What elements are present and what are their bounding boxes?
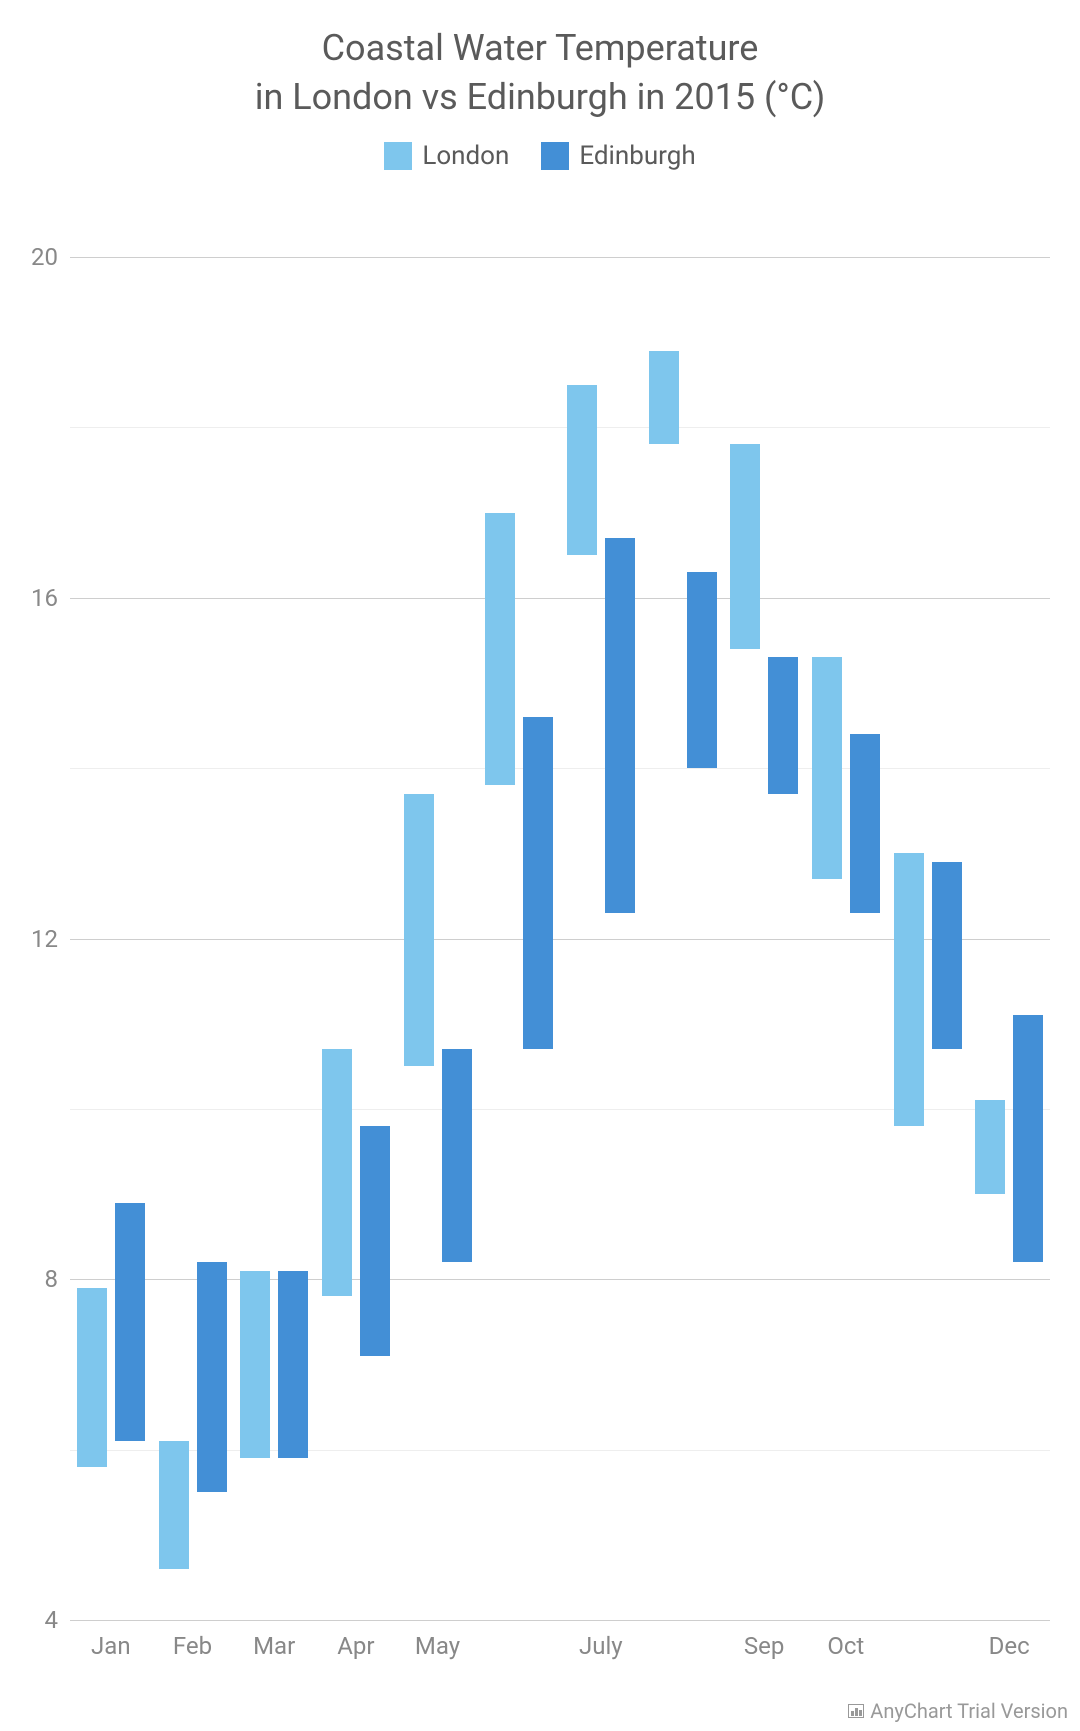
y-tick-label: 4 <box>45 1606 71 1634</box>
legend-label-london: London <box>422 141 509 171</box>
y-tick-label: 20 <box>31 243 70 271</box>
x-tick-label: Mar <box>253 1632 295 1660</box>
range-bar[interactable] <box>197 1262 227 1492</box>
chart-container: Coastal Water Temperature in London vs E… <box>0 0 1080 1731</box>
range-bar[interactable] <box>159 1441 189 1569</box>
gridline-major: 20 <box>70 257 1050 258</box>
chart-title: Coastal Water Temperature in London vs E… <box>0 0 1080 121</box>
x-tick-label: July <box>579 1632 623 1660</box>
y-tick-label: 12 <box>31 925 70 953</box>
gridline-minor <box>70 768 1050 769</box>
range-bar[interactable] <box>649 351 679 445</box>
x-tick-label: Oct <box>827 1632 864 1660</box>
range-bar[interactable] <box>115 1203 145 1442</box>
legend-swatch-london <box>384 142 412 170</box>
legend-item-edinburgh[interactable]: Edinburgh <box>541 141 695 171</box>
chart-icon <box>848 1704 864 1718</box>
range-bar[interactable] <box>812 657 842 878</box>
range-bar[interactable] <box>850 734 880 913</box>
legend-label-edinburgh: Edinburgh <box>579 141 695 171</box>
range-bar[interactable] <box>768 657 798 793</box>
legend-item-london[interactable]: London <box>384 141 509 171</box>
y-tick-label: 8 <box>45 1265 71 1293</box>
x-tick-label: Jan <box>91 1632 131 1660</box>
range-bar[interactable] <box>567 385 597 555</box>
gridline-major: 16 <box>70 598 1050 599</box>
legend-swatch-edinburgh <box>541 142 569 170</box>
range-bar[interactable] <box>278 1271 308 1458</box>
range-bar[interactable] <box>1013 1015 1043 1262</box>
range-bar[interactable] <box>975 1100 1005 1194</box>
range-bar[interactable] <box>322 1049 352 1296</box>
x-tick-label: Apr <box>337 1632 374 1660</box>
range-bar[interactable] <box>932 862 962 1049</box>
range-bar[interactable] <box>687 572 717 768</box>
watermark-text: AnyChart Trial Version <box>870 1699 1068 1723</box>
title-line-1: Coastal Water Temperature <box>322 27 759 69</box>
range-bar[interactable] <box>894 853 924 1126</box>
y-tick-label: 16 <box>31 584 70 612</box>
x-tick-label: Dec <box>989 1632 1030 1660</box>
x-tick-label: May <box>415 1632 460 1660</box>
range-bar[interactable] <box>404 794 434 1067</box>
x-tick-label: Feb <box>173 1632 212 1660</box>
x-tick-label: Sep <box>744 1632 784 1660</box>
range-bar[interactable] <box>240 1271 270 1458</box>
range-bar[interactable] <box>485 513 515 786</box>
range-bar[interactable] <box>442 1049 472 1262</box>
range-bar[interactable] <box>523 717 553 1049</box>
gridline-minor <box>70 427 1050 428</box>
watermark: AnyChart Trial Version <box>848 1699 1068 1723</box>
x-axis: Jan Feb Mar Apr May July Sep Oct Dec <box>70 1632 1050 1662</box>
range-bar[interactable] <box>730 444 760 648</box>
range-bar[interactable] <box>360 1126 390 1356</box>
chart-legend: London Edinburgh <box>0 141 1080 171</box>
range-bar[interactable] <box>605 538 635 913</box>
gridline-major: 4 <box>70 1620 1050 1621</box>
plot-area: 48121620 <box>70 240 1050 1620</box>
title-line-2: in London vs Edinburgh in 2015 (°C) <box>255 76 826 118</box>
range-bar[interactable] <box>77 1288 107 1467</box>
